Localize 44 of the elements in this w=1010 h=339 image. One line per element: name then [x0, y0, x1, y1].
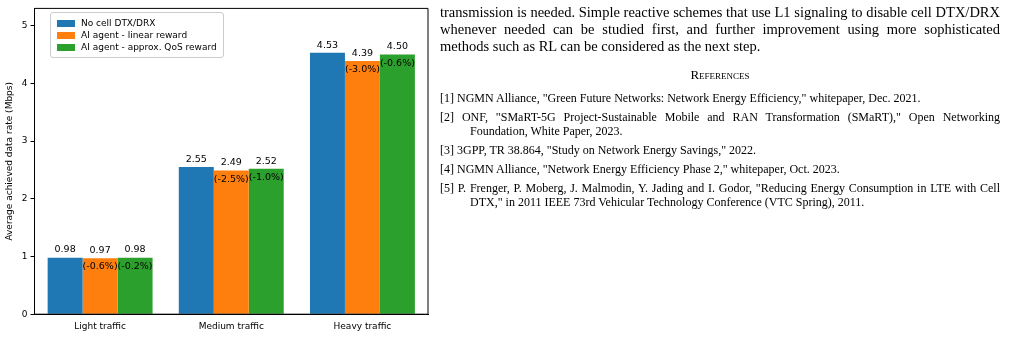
bar — [82, 258, 118, 314]
bar — [379, 54, 415, 314]
annotation: (-2.5%) — [213, 172, 249, 184]
text: [4] NGMN Alliance, "Network Energy Efficiency Phase 2," whitepaper, Oct. 2023. — [440, 162, 841, 176]
y-tick-label: 1 — [21, 250, 28, 261]
y-tick-label: 4 — [21, 77, 28, 88]
bar — [213, 170, 249, 314]
x-tick-label: Light traffic — [74, 320, 127, 331]
x-tick-label: Medium traffic — [198, 320, 264, 331]
y-tick-label: 3 — [21, 135, 28, 146]
text: [5] P. Frenger, P. Moberg, J. Malmodin, Y. Jading and I. Godor, "Reducing Energy Consumption in LTE with Cell DTX," in 2011 IEEE 73rd Vehicular Technology Conference (VTC Spring), 2011. — [440, 181, 1000, 209]
data-label: 0.97 — [89, 243, 111, 255]
data-label: 2.55 — [185, 152, 207, 164]
legend-label: AI agent - approx. QoS reward — [81, 42, 217, 52]
data-label: 0.98 — [54, 243, 76, 255]
data-label: 0.98 — [124, 243, 146, 255]
y-tick-label: 2 — [21, 193, 28, 204]
annotation: (-3.0%) — [344, 63, 380, 75]
text: [2] ONF, "SMaRT-5G Project-Sustainable Mobile and RAN Transformation (SMaRT)," Open Networking Foundation, White Paper, 2023. — [440, 110, 1000, 138]
y-tick-label: 0 — [21, 308, 28, 319]
data-label: 2.52 — [255, 154, 277, 166]
data-label: 4.53 — [316, 38, 339, 50]
bar — [47, 257, 83, 314]
y-tick-label: 5 — [21, 20, 28, 31]
bar — [178, 167, 214, 314]
text: transmission is needed. Simple reactive schemes that use L1 signaling to disable cell DTX/DRX whenever needed can be studied first, and further improvement using more sophisticated methods such as RL can be considered as the next step. — [440, 4, 1000, 55]
annotation: (-0.6%) — [82, 260, 118, 272]
annotation: (-0.6%) — [379, 56, 415, 68]
legend-label: AI agent - linear reward — [81, 30, 188, 40]
data-label: 4.39 — [351, 46, 373, 58]
data-label: 2.49 — [220, 156, 242, 168]
bar — [117, 257, 153, 314]
y-axis-title: Average achieved data rate (Mbps) — [3, 81, 14, 241]
data-label: 4.50 — [386, 40, 408, 52]
text: [3] 3GPP, TR 38.864, "Study on Network Energy Savings," 2022. — [440, 143, 758, 157]
text: [1] NGMN Alliance, "Green Future Networks: Network Energy Efficiency," whitepaper, Dec. 2021. — [440, 91, 922, 105]
bar — [248, 168, 284, 314]
annotation: (-0.2%) — [117, 259, 153, 271]
x-tick-label: Heavy traffic — [333, 320, 392, 331]
annotation: (-1.0%) — [248, 171, 284, 183]
bar — [309, 52, 345, 314]
legend-label: No cell DTX/DRX — [81, 18, 156, 28]
bar — [344, 60, 380, 314]
text: References — [689, 67, 751, 83]
